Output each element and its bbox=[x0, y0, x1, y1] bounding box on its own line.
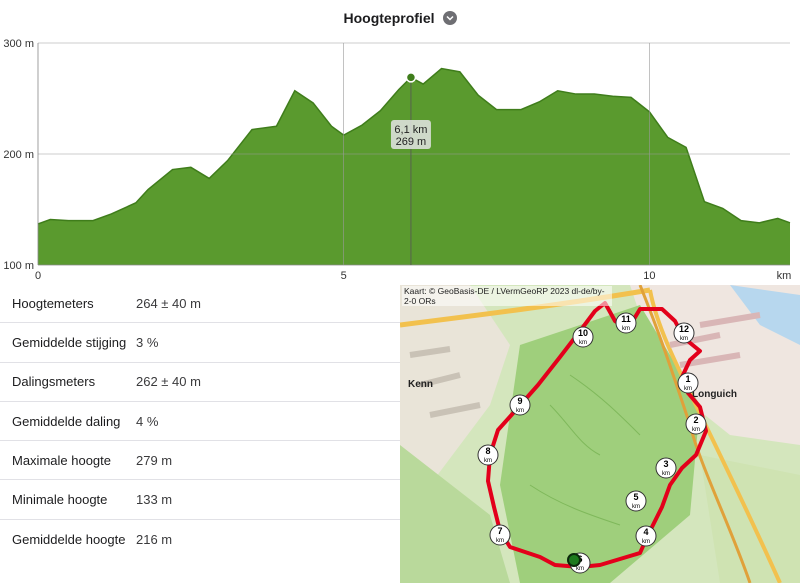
map-urban-area bbox=[630, 285, 800, 445]
stat-value: 133 m bbox=[136, 492, 173, 508]
stat-row: Maximale hoogte 279 m bbox=[0, 441, 400, 481]
map-buildings bbox=[409, 346, 481, 418]
stat-value: 216 m bbox=[136, 531, 173, 547]
km-marker-5[interactable]: 5 km bbox=[625, 490, 647, 512]
stats-table: Hoogtemeters 264 ± 40 m Gemiddelde stijg… bbox=[0, 284, 400, 559]
stat-value: 264 ± 40 m bbox=[136, 295, 201, 311]
km-marker-9[interactable]: 9 km bbox=[509, 394, 531, 416]
stat-value: 279 m bbox=[136, 452, 173, 468]
km-marker-unit: km bbox=[579, 340, 587, 346]
stat-label: Dalingsmeters bbox=[12, 374, 96, 390]
stat-row: Dalingsmeters 262 ± 40 m bbox=[0, 363, 400, 402]
cursor-point[interactable] bbox=[405, 72, 417, 83]
x-tick-label: km bbox=[777, 270, 792, 282]
map-highway bbox=[400, 287, 651, 328]
km-marker-unit: km bbox=[632, 504, 640, 510]
stat-row: Minimale hoogte 133 m bbox=[0, 480, 400, 520]
y-tick-label: 100 m bbox=[3, 260, 34, 272]
stat-label: Gemiddelde stijging bbox=[12, 334, 127, 350]
cursor-distance-label: 6,1 km bbox=[394, 124, 427, 136]
stat-value: 262 ± 40 m bbox=[136, 374, 201, 390]
km-marker-4[interactable]: 4 km bbox=[635, 525, 657, 547]
km-marker-number: 2 bbox=[693, 415, 698, 425]
stat-row: Gemiddelde stijging 3 % bbox=[0, 323, 400, 363]
km-marker-unit: km bbox=[684, 386, 692, 392]
cursor-elevation-label: 269 m bbox=[396, 136, 427, 148]
km-marker-number: 3 bbox=[663, 459, 668, 469]
elevation-area bbox=[38, 68, 790, 265]
x-tick-label: 10 bbox=[643, 270, 655, 282]
x-tick-label: 5 bbox=[341, 270, 347, 282]
stat-row: Hoogtemeters 264 ± 40 m bbox=[0, 284, 400, 324]
km-marker-1[interactable]: 1 km bbox=[677, 372, 699, 394]
stat-label: Hoogtemeters bbox=[12, 295, 94, 311]
map-forest bbox=[500, 305, 700, 583]
km-marker-number: 1 bbox=[685, 374, 690, 384]
map-attribution: Kaart: © GeoBasis-DE / LVermGeoRP 2023 d… bbox=[402, 286, 612, 306]
km-marker-unit: km bbox=[496, 538, 504, 544]
map-river bbox=[730, 285, 800, 345]
km-marker-unit: km bbox=[692, 427, 700, 433]
km-marker-unit: km bbox=[662, 471, 670, 477]
y-tick-label: 200 m bbox=[3, 149, 34, 161]
km-marker-number: 4 bbox=[643, 527, 648, 537]
elevation-line bbox=[37, 67, 791, 225]
km-marker-number: 9 bbox=[517, 396, 522, 406]
cursor-tooltip-box bbox=[390, 120, 431, 149]
x-tick-label: 0 bbox=[35, 270, 41, 282]
km-marker-7[interactable]: 7 km bbox=[489, 524, 511, 546]
stat-value: 4 % bbox=[136, 413, 159, 429]
map-forest bbox=[400, 445, 510, 583]
km-marker-unit: km bbox=[680, 336, 688, 342]
map-contour-lines bbox=[529, 374, 641, 526]
km-marker-number: 11 bbox=[621, 314, 631, 324]
chart-header: Hoogteprofiel bbox=[0, 0, 800, 36]
stat-value: 3 % bbox=[136, 334, 159, 350]
km-marker-number: 7 bbox=[497, 526, 502, 536]
km-marker-unit: km bbox=[484, 458, 492, 464]
chart-title: Hoogteprofiel bbox=[343, 10, 435, 26]
km-marker-11[interactable]: 11 km bbox=[615, 312, 637, 334]
map-canvas[interactable]: Kenn Longuich 1km 2km 3km 4km 5km 6km 7k… bbox=[400, 285, 800, 583]
stat-row: Gemiddelde daling 4 % bbox=[0, 402, 400, 442]
chevron-down-icon[interactable] bbox=[442, 11, 457, 25]
km-marker-number: 12 bbox=[679, 324, 689, 334]
stat-row: Gemiddelde hoogte 216 m bbox=[0, 520, 400, 559]
km-marker-unit: km bbox=[642, 539, 650, 545]
km-marker-10[interactable]: 10 km bbox=[572, 326, 594, 348]
route-map[interactable]: Kenn Longuich 1km 2km 3km 4km 5km 6km 7k… bbox=[400, 285, 800, 583]
km-marker-8[interactable]: 8 km bbox=[477, 444, 499, 466]
km-marker-unit: km bbox=[516, 408, 524, 414]
km-marker-unit: km bbox=[622, 326, 630, 332]
y-tick-label: 300 m bbox=[3, 38, 34, 50]
stat-label: Maximale hoogte bbox=[12, 452, 111, 468]
km-marker-2[interactable]: 2 km bbox=[685, 413, 707, 435]
stat-label: Gemiddelde hoogte bbox=[12, 531, 126, 547]
km-marker-12[interactable]: 12 km bbox=[673, 322, 695, 344]
map-urban-area bbox=[400, 285, 510, 505]
place-label-kenn: Kenn bbox=[408, 379, 433, 390]
km-marker-number: 10 bbox=[578, 328, 588, 338]
stat-label: Gemiddelde daling bbox=[12, 413, 121, 429]
km-marker-3[interactable]: 3 km bbox=[655, 457, 677, 479]
stat-label: Minimale hoogte bbox=[12, 492, 108, 508]
km-marker-number: 8 bbox=[485, 446, 490, 456]
km-marker-number: 5 bbox=[633, 492, 638, 502]
position-marker-icon[interactable] bbox=[567, 553, 581, 567]
place-label-longuich: Longuich bbox=[692, 389, 737, 400]
km-marker-unit: km bbox=[576, 566, 584, 572]
